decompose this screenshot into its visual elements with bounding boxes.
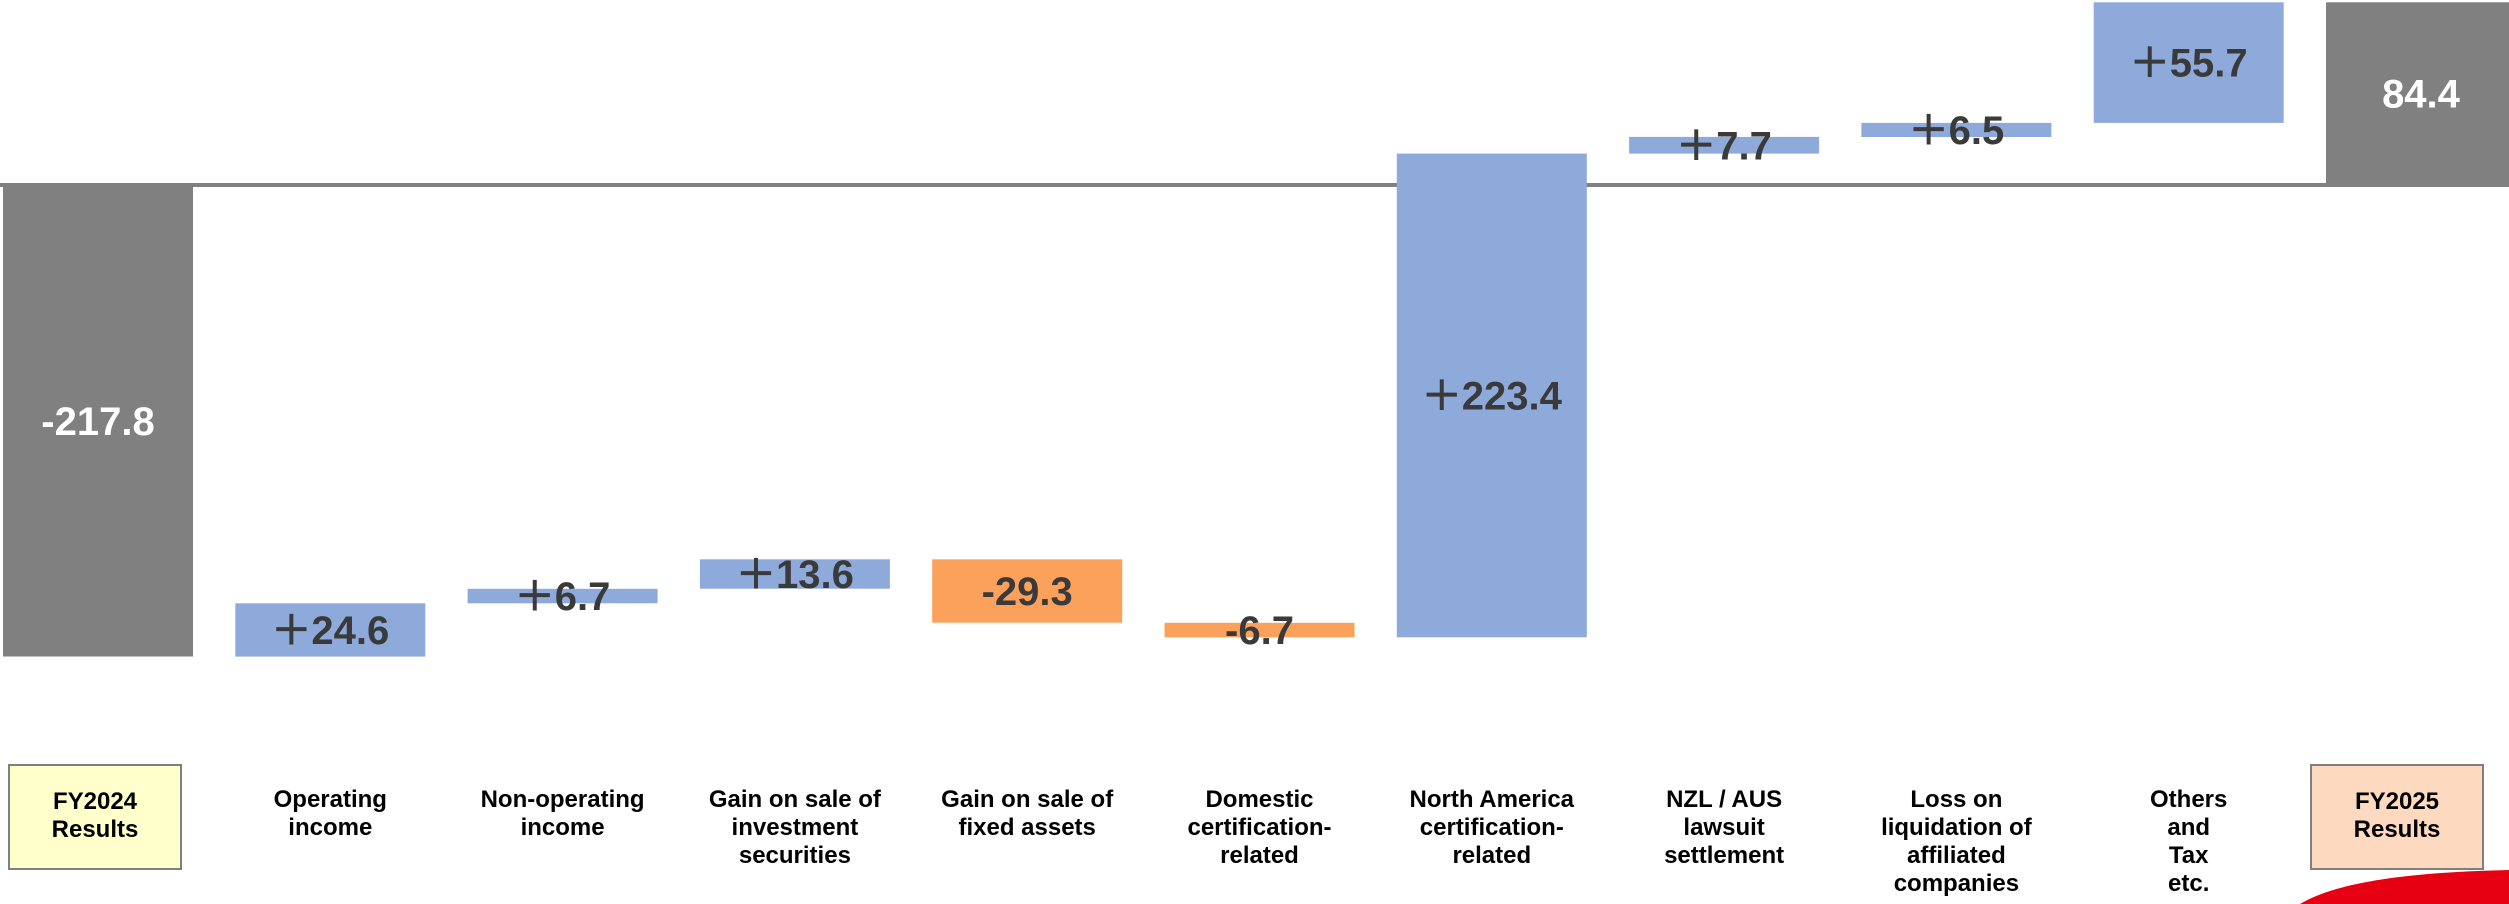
category-label-line: liquidation of <box>1881 814 2032 841</box>
category-label-line: related <box>1452 842 1532 869</box>
category-label-line: etc. <box>2168 870 2210 897</box>
end-total-label-box: FY2025 Results <box>2310 764 2484 870</box>
bar-operating-income <box>235 603 426 657</box>
bar-loss-on-liquidation-of-affiliated-companies <box>1861 122 2052 137</box>
value-label: ＋223.4 <box>1422 374 1563 418</box>
category-label-line: settlement <box>1664 842 1785 869</box>
category-label-line: certification- <box>1187 814 1332 841</box>
value-label: ＋24.6 <box>271 609 389 653</box>
category-label-line: Gain on sale of <box>941 786 1114 813</box>
value-label: -217.8 <box>41 400 154 444</box>
value-label: ＋55.7 <box>2130 42 2248 86</box>
category-label-line: related <box>1220 842 1299 869</box>
category-label-line: income <box>520 814 605 841</box>
category-label-line: and <box>2167 814 2211 841</box>
category-label-line: NZL / AUS <box>1666 786 1783 813</box>
category-label-line: Loss on <box>1910 786 2003 813</box>
bar-non-operating-income <box>467 588 658 604</box>
category-label: Gain on sale of fixed assets <box>927 786 1127 842</box>
category-label: Others and Tax etc. <box>2089 786 2289 898</box>
category-label-line: Others <box>2150 786 2228 813</box>
category-label-line: Domestic <box>1205 786 1314 813</box>
bar-others-and-tax-etc <box>2093 2 2284 123</box>
category-label-line: certification- <box>1419 814 1564 841</box>
category-label-line: investment <box>731 814 859 841</box>
category-label-line: Gain on sale of <box>708 786 881 813</box>
category-label-line: income <box>288 814 373 841</box>
bar-domestic-certification-related <box>1164 622 1355 638</box>
bar-fy2024-results <box>3 185 193 657</box>
category-label-line: companies <box>1893 870 2020 897</box>
value-label: ＋6.7 <box>515 575 611 619</box>
category-label: NZL / AUS lawsuit settlement <box>1624 786 1824 870</box>
bar-north-america-certification-related <box>1396 153 1587 638</box>
value-label: 84.4 <box>2382 73 2461 117</box>
category-label: Domestic certification-related <box>1160 786 1360 870</box>
value-label: ＋13.6 <box>736 553 854 597</box>
category-label-line: Tax <box>2168 842 2209 869</box>
value-label: ＋6.5 <box>1909 109 2005 153</box>
category-label: Non-operating income <box>463 786 663 842</box>
brand-swoosh-shape <box>2300 870 2509 904</box>
category-label-line: Operating <box>273 786 387 813</box>
category-label-line: securities <box>738 842 851 869</box>
start-total-label-box: FY2024 Results <box>8 764 182 870</box>
bar-nzl-aus-lawsuit-settlement <box>1629 136 1820 154</box>
category-label: North America certification-related <box>1392 786 1592 870</box>
category-label-line: affiliated <box>1907 842 2006 869</box>
bar-fy2025-results <box>2326 2 2509 185</box>
bars-group <box>3 2 2509 657</box>
category-label-line: Non-operating <box>480 786 645 813</box>
bar-gain-on-sale-of-investment-securities <box>699 559 890 589</box>
value-label: ＋7.7 <box>1676 124 1772 168</box>
category-label-line: lawsuit <box>1683 814 1765 841</box>
category-label-line: FY2025 <box>2354 788 2440 815</box>
bar-gain-on-sale-of-fixed-assets <box>932 559 1123 623</box>
value-labels-group: -217.8 ＋24.6 ＋6.7 ＋13.6 -29.3 -6.7 ＋223.4 ＋7.7 ＋… <box>41 42 2460 653</box>
category-label: Gain on sale of investment securities <box>695 786 895 870</box>
category-label-line: FY2024 <box>52 788 138 815</box>
category-label: Loss on liquidation of affiliated companies <box>1856 786 2056 898</box>
category-label-line: Results <box>2353 816 2441 843</box>
value-label: -29.3 <box>982 570 1073 614</box>
category-label-line: fixed assets <box>958 814 1096 841</box>
category-label: Operating income <box>230 786 430 842</box>
value-label: -6.7 <box>1225 609 1294 653</box>
category-label-line: Results <box>51 816 139 843</box>
category-label-line: North America <box>1409 786 1575 813</box>
